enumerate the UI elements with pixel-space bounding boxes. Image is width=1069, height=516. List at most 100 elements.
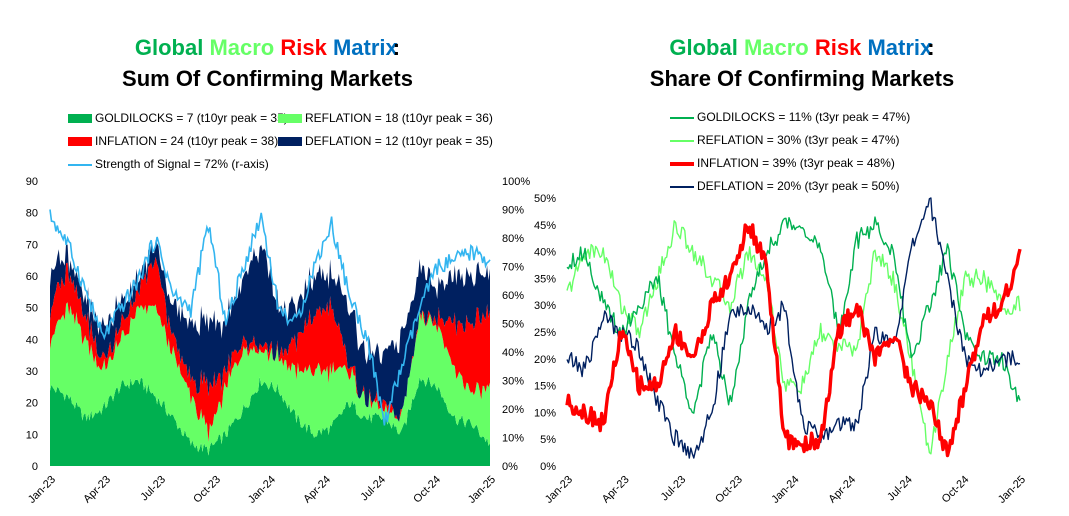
y-tick-label: 35% <box>534 273 556 285</box>
legend-swatch-inflation <box>670 161 694 166</box>
left-chart-plot: 0 10 20 30 40 50 60 70 80 90 0% 10% 20% 30% 40% 50% 60% 7… <box>26 176 531 506</box>
area-inflation <box>50 256 490 442</box>
line-strength-of-signal <box>49 209 491 426</box>
legend-swatch-goldilocks <box>670 116 694 119</box>
legend-item-goldilocks: GOLDILOCKS = 7 (t10yr peak = 35) <box>68 111 288 126</box>
legend-swatch-goldilocks <box>68 114 92 123</box>
y2-tick-label: 90% <box>502 205 524 217</box>
y-tick-label: 40% <box>534 247 556 259</box>
legend-swatch-reflation <box>278 114 302 123</box>
y-tick-label: 70 <box>26 239 38 251</box>
x-tick-label: Apr-23 <box>81 474 113 506</box>
legend-item-reflation: REFLATION = 18 (t10yr peak = 36) <box>278 111 493 126</box>
y-tick-label: 20% <box>534 354 556 366</box>
y2-tick-label: 30% <box>502 376 524 388</box>
y-tick-label: 10% <box>534 407 556 419</box>
x-tick-label: Jan-23 <box>543 474 575 506</box>
x-tick-label: Jul-23 <box>659 474 689 504</box>
legend-label-inflation: INFLATION = 39% (t3yr peak = 48%) <box>697 156 895 170</box>
title-colon: : <box>392 35 401 60</box>
y-tick-label: 25% <box>534 327 556 339</box>
title-word-risk: Risk <box>280 35 327 60</box>
left-legend: GOLDILOCKS = 7 (t10yr peak = 35) REFLATI… <box>68 106 538 176</box>
title-word-matrix: Matrix <box>332 35 398 60</box>
x-tick-label: Jul-23 <box>138 474 168 504</box>
x-tick-label: Oct-24 <box>940 474 972 506</box>
right-legend: GOLDILOCKS = 11% (t3yr peak = 47%) REFLA… <box>670 110 970 200</box>
left-chart-title: Global Macro Risk Matrix: <box>0 33 535 63</box>
y2-tick-label: 100% <box>502 176 530 188</box>
x-tick-label: Jul-24 <box>885 474 915 504</box>
y-tick-label: 90 <box>26 176 38 188</box>
legend-item-inflation: INFLATION = 39% (t3yr peak = 48%) <box>670 156 895 171</box>
y-tick-label: 15% <box>534 381 556 393</box>
right-chart-title: Global Macro Risk Matrix: <box>535 33 1069 63</box>
x-tick-label: Apr-23 <box>600 474 632 506</box>
x-tick-label: Jan-25 <box>466 474 498 506</box>
legend-label-deflation: DEFLATION = 20% (t3yr peak = 50%) <box>697 179 900 193</box>
legend-swatch-reflation <box>670 139 694 142</box>
y-tick-label: 30 <box>26 366 38 378</box>
y2-tick-label: 60% <box>502 290 524 302</box>
right-chart-plot: 0% 5% 10% 15% 20% 25% 30% 35% 40% 45% 50% Jan-23 Apr… <box>534 193 1028 506</box>
legend-item-goldilocks: GOLDILOCKS = 11% (t3yr peak = 47%) <box>670 110 910 125</box>
y-tick-label: 60 <box>26 271 38 283</box>
x-tick-label: Jan-24 <box>246 474 278 506</box>
area-deflation <box>50 240 490 422</box>
y2-tick-label: 80% <box>502 233 524 245</box>
y-tick-label: 80 <box>26 208 38 220</box>
y2-tick-label: 40% <box>502 347 524 359</box>
x-tick-label: Apr-24 <box>826 474 858 506</box>
y-tick-label: 20 <box>26 398 38 410</box>
y2-tick-label: 70% <box>502 262 524 274</box>
area-reflation <box>50 302 490 456</box>
y2-tick-label: 20% <box>502 404 524 416</box>
right-chart-panel: Global Macro Risk Matrix: Share Of Confi… <box>534 0 1069 516</box>
line-goldilocks <box>566 216 1021 414</box>
legend-item-deflation: DEFLATION = 12 (t10yr peak = 35) <box>278 134 493 149</box>
x-tick-label: Oct-23 <box>191 474 223 506</box>
title-word-macro: Macro <box>209 35 275 60</box>
legend-swatch-inflation <box>68 137 92 146</box>
legend-swatch-deflation <box>278 137 302 146</box>
x-tick-label: Oct-23 <box>713 474 745 506</box>
legend-label-goldilocks: GOLDILOCKS = 7 (t10yr peak = 35) <box>95 111 288 125</box>
right-chart-subtitle: Share Of Confirming Markets <box>649 66 955 91</box>
y-tick-label: 10 <box>26 429 38 441</box>
y-tick-label: 40 <box>26 334 38 346</box>
y-tick-label: 50 <box>26 303 38 315</box>
line-inflation <box>565 223 1022 458</box>
area-goldilocks <box>50 376 490 466</box>
title-word-global: Global <box>669 35 738 60</box>
title-word-risk: Risk <box>814 35 862 60</box>
x-tick-label: Jan-25 <box>996 474 1028 506</box>
legend-label-reflation: REFLATION = 18 (t10yr peak = 36) <box>305 111 493 125</box>
y2-tick-label: 10% <box>502 433 524 445</box>
y-tick-label: 5% <box>540 434 556 446</box>
y2-tick-label: 50% <box>502 319 524 331</box>
legend-label-reflation: REFLATION = 30% (t3yr peak = 47%) <box>697 133 900 147</box>
title-word-matrix: Matrix <box>867 35 933 60</box>
y-tick-label: 0% <box>540 461 556 473</box>
line-deflation <box>566 197 1021 459</box>
legend-item-inflation: INFLATION = 24 (t10yr peak = 38) <box>68 134 278 149</box>
title-word-global: Global <box>134 35 204 60</box>
title-word-macro: Macro <box>743 35 809 60</box>
y-tick-label: 50% <box>534 193 556 205</box>
x-tick-label: Jan-24 <box>769 474 801 506</box>
legend-label-signal: Strength of Signal = 72% (r-axis) <box>95 157 269 171</box>
left-chart-panel: Global Macro Risk Matrix: Sum Of Confirm… <box>0 33 538 506</box>
legend-item-deflation: DEFLATION = 20% (t3yr peak = 50%) <box>670 179 900 194</box>
legend-label-goldilocks: GOLDILOCKS = 11% (t3yr peak = 47%) <box>697 110 911 124</box>
legend-item-reflation: REFLATION = 30% (t3yr peak = 47%) <box>670 133 900 148</box>
legend-swatch-signal <box>68 163 92 166</box>
line-reflation <box>566 220 1021 455</box>
y2-tick-label: 0% <box>502 461 518 473</box>
left-chart-subtitle: Sum Of Confirming Markets <box>122 66 413 91</box>
y-tick-label: 45% <box>534 220 556 232</box>
legend-label-deflation: DEFLATION = 12 (t10yr peak = 35) <box>305 134 493 148</box>
x-tick-label: Oct-24 <box>411 474 443 506</box>
x-tick-label: Apr-24 <box>301 474 333 506</box>
x-tick-label: Jan-23 <box>26 474 58 506</box>
y-tick-label: 0 <box>32 461 38 473</box>
